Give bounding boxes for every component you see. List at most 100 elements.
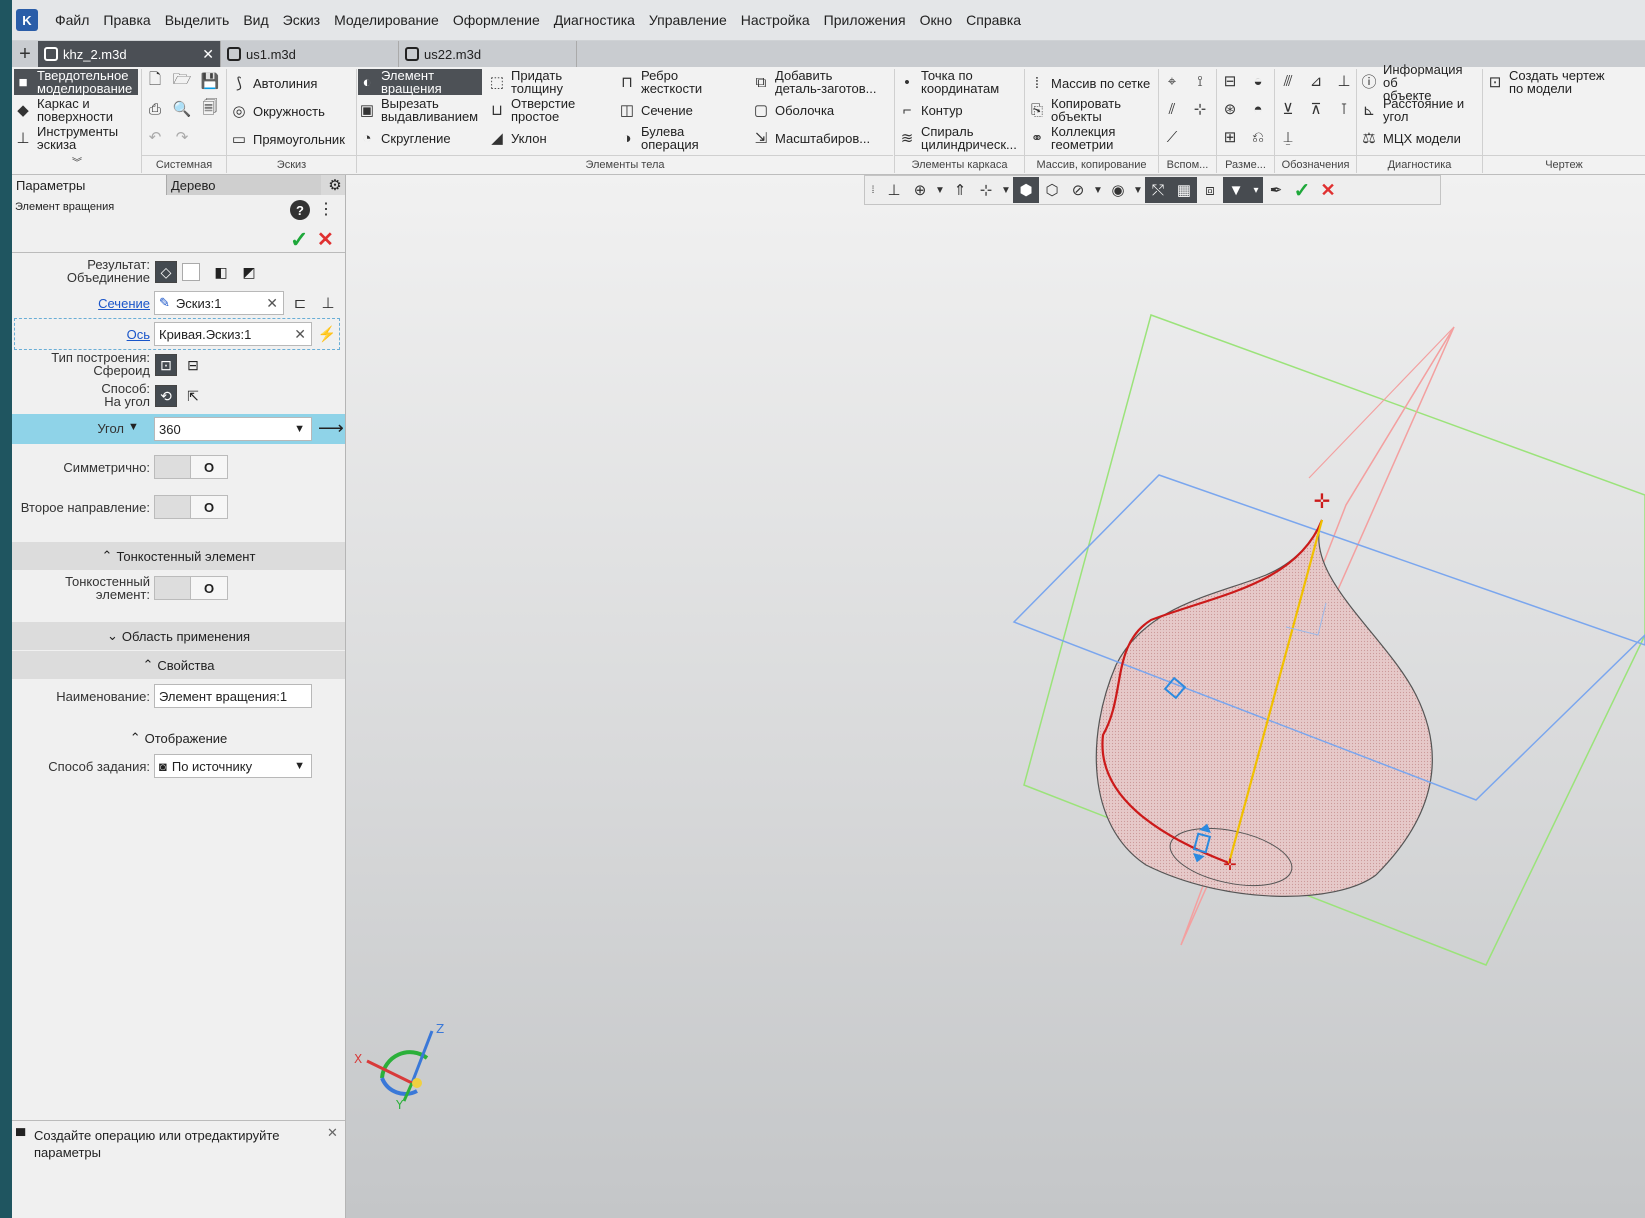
section-field[interactable]: ✎ Эскиз:1 ✕: [154, 291, 284, 315]
mode-frame-surfaces[interactable]: ◆ Каркас и поверхности: [14, 97, 138, 123]
camera-dropdown-icon[interactable]: ▼: [1133, 184, 1143, 196]
build-toroid-icon[interactable]: ⊟: [187, 356, 199, 373]
axis-pick-icon[interactable]: ⚡: [317, 326, 337, 343]
aux-plane-icon[interactable]: ⌖: [1167, 72, 1177, 90]
rectangle-button[interactable]: ▭ Прямоугольник: [231, 130, 345, 148]
hide-icon[interactable]: ⊘: [1071, 182, 1085, 199]
model-viewport[interactable]: ⁞ ⊥ ⊕ ▼ ⇑ ⊹ ▼ ⬢ ⬡ ⊘ ▼ ◉ ▼ ⤲ ▦ ⧈ ▼ ▾ ✒ ✓ …: [346, 175, 1645, 1218]
create-drawing-button[interactable]: ⊡ Создать чертеж по модели: [1486, 69, 1643, 95]
filter-icon[interactable]: ▼: [1223, 177, 1249, 203]
symmetric-toggle[interactable]: O: [154, 455, 228, 479]
circle-button[interactable]: ◎ Окружность: [230, 99, 350, 123]
menu-settings[interactable]: Настройка: [740, 12, 810, 28]
desig-thread-icon[interactable]: ⫻: [1283, 72, 1293, 90]
aux-node-icon[interactable]: ⊹: [1193, 101, 1207, 118]
tab-parameters[interactable]: Параметры: [12, 175, 166, 195]
tab-khz-2[interactable]: khz_2.m3d ✕: [38, 41, 221, 67]
result-subtract-icon[interactable]: ◧: [214, 263, 228, 280]
new-tab-plus-icon[interactable]: +: [19, 42, 31, 65]
tab-tree[interactable]: Дерево: [166, 175, 321, 195]
camera-icon[interactable]: ◉: [1111, 182, 1125, 199]
save-icon[interactable]: 💾: [200, 73, 220, 90]
result-intersect-icon[interactable]: ◩: [242, 263, 256, 280]
clear-axis-icon[interactable]: ✕: [294, 325, 306, 342]
rotate-axes-icon[interactable]: ⊹: [979, 182, 993, 199]
orient-dropdown-icon[interactable]: ▼: [1001, 184, 1011, 196]
menu-select[interactable]: Выделить: [164, 12, 230, 28]
copy-objects-button[interactable]: ⎘ Копировать объекты: [1028, 97, 1158, 123]
display-section-header[interactable]: ⌃ Отображение: [129, 730, 228, 746]
toolbar-grip-icon[interactable]: ⁞: [871, 184, 875, 196]
new-doc-icon[interactable]: 🗋: [148, 70, 162, 88]
save-all-icon[interactable]: 🗐: [202, 98, 218, 116]
dim-radial-icon[interactable]: ◒: [1253, 72, 1263, 90]
thin-wall-toggle[interactable]: O: [154, 576, 228, 600]
dim-table-icon[interactable]: ⊞: [1223, 129, 1237, 146]
view-cancel-x-icon[interactable]: ✕: [1320, 179, 1336, 200]
section-button[interactable]: ◫ Сечение: [619, 101, 693, 119]
orientation-gizmo[interactable]: Z X Y: [352, 1013, 452, 1113]
desig-weld-icon[interactable]: ⊥: [1337, 73, 1351, 90]
object-info-button[interactable]: ⓘ Информация об объекте: [1361, 61, 1463, 103]
name-input[interactable]: Элемент вращения:1: [154, 684, 312, 708]
direction-arrow-icon[interactable]: ⟶: [318, 418, 344, 438]
scale-button[interactable]: ⇲ Масштабиров...: [752, 125, 886, 151]
geometry-collection-button[interactable]: ⚭ Коллекция геометрии: [1028, 125, 1158, 151]
second-direction-toggle[interactable]: O: [154, 495, 228, 519]
mode-solid-modeling[interactable]: ■ Твердотельное моделирование: [14, 69, 138, 95]
tab-close-icon[interactable]: ✕: [202, 45, 214, 62]
result-union-button[interactable]: ◇: [155, 261, 177, 283]
tab-us22[interactable]: us22.m3d: [399, 41, 577, 67]
menu-design[interactable]: Оформление: [452, 12, 540, 28]
menu-apps[interactable]: Приложения: [823, 12, 906, 28]
sketch-select-icon[interactable]: ⊏: [293, 295, 307, 312]
mode-sketch-tools[interactable]: ⊥ Инструменты эскиза: [14, 125, 138, 151]
desig-tolerance-icon[interactable]: ⍊: [1283, 128, 1293, 146]
clear-section-icon[interactable]: ✕: [266, 294, 278, 311]
menu-view[interactable]: Вид: [243, 12, 269, 28]
menu-manage[interactable]: Управление: [648, 12, 727, 28]
redo-icon[interactable]: ↷: [175, 129, 189, 146]
rib-button[interactable]: ⊓ Ребро жесткости: [618, 69, 742, 95]
dim-auto-icon[interactable]: ⎌: [1251, 128, 1264, 146]
aux-line-icon[interactable]: ⟋: [1166, 128, 1178, 146]
angle-label[interactable]: Угол: [97, 421, 124, 436]
filter-objects-icon[interactable]: ▦: [1171, 177, 1197, 203]
menu-file[interactable]: Файл: [55, 12, 90, 28]
fillet-button[interactable]: ◔ Скругление: [358, 125, 484, 151]
extrude-cut-button[interactable]: ▣ Вырезать выдавливанием: [359, 96, 479, 124]
boolean-button[interactable]: ◑ Булева операция: [618, 125, 742, 151]
angle-value-dropdown-icon[interactable]: ▼: [294, 423, 305, 435]
wireframe-cube-icon[interactable]: ⬡: [1045, 182, 1059, 199]
gear-icon[interactable]: ⚙: [328, 177, 342, 194]
draft-button[interactable]: ◢ Уклон: [488, 125, 610, 151]
aux-offset-icon[interactable]: ⫽: [1168, 100, 1176, 118]
shell-button[interactable]: ▢ Оболочка: [753, 101, 835, 119]
contour-button[interactable]: ⌐ Контур: [898, 97, 1022, 123]
eyedropper-icon[interactable]: ✒: [1269, 182, 1283, 199]
cancel-x-icon[interactable]: ✕: [317, 229, 334, 251]
hide-dropdown-icon[interactable]: ▼: [1093, 184, 1103, 196]
snap-icon[interactable]: ⤲: [1145, 177, 1171, 203]
aux-axis-icon[interactable]: ⟟: [1197, 72, 1203, 90]
model-scene[interactable]: ✛ ✛: [346, 175, 1645, 1218]
build-spheroid-button[interactable]: ⊡: [155, 354, 177, 376]
thin-wall-section-header[interactable]: ⌃ Тонкостенный элемент: [12, 542, 345, 570]
dim-diameter-icon[interactable]: ◓: [1253, 100, 1263, 118]
app-logo-icon[interactable]: K: [16, 9, 38, 31]
thicken-button[interactable]: ⬚ Придать толщину: [489, 68, 563, 96]
sketch-edit-icon[interactable]: ⊥: [321, 295, 335, 312]
shaded-cube-icon[interactable]: ⬢: [1013, 177, 1039, 203]
preview-icon[interactable]: 🔍: [172, 101, 192, 118]
display-method-select[interactable]: ◙ По источнику ▼: [154, 754, 312, 778]
grid-array-button[interactable]: ⁞ Массив по сетке: [1028, 71, 1158, 95]
tree-view-icon[interactable]: ⋮: [318, 201, 334, 218]
autoline-button[interactable]: ⟆ Автолиния: [230, 71, 350, 95]
add-blank-part-button[interactable]: ⧉ Добавить деталь-заготов...: [752, 69, 886, 95]
cylindrical-spiral-button[interactable]: ≋ Спираль цилиндрическ...: [898, 125, 1022, 151]
simple-hole-button[interactable]: ⊔ Отверстие простое: [488, 97, 610, 123]
mass-properties-button[interactable]: ⚖ МЦХ модели: [1360, 125, 1478, 151]
desig-base-icon[interactable]: ⊻: [1282, 101, 1294, 118]
print-icon[interactable]: ⎙: [148, 100, 161, 118]
pan-icon[interactable]: ⇑: [953, 182, 967, 199]
